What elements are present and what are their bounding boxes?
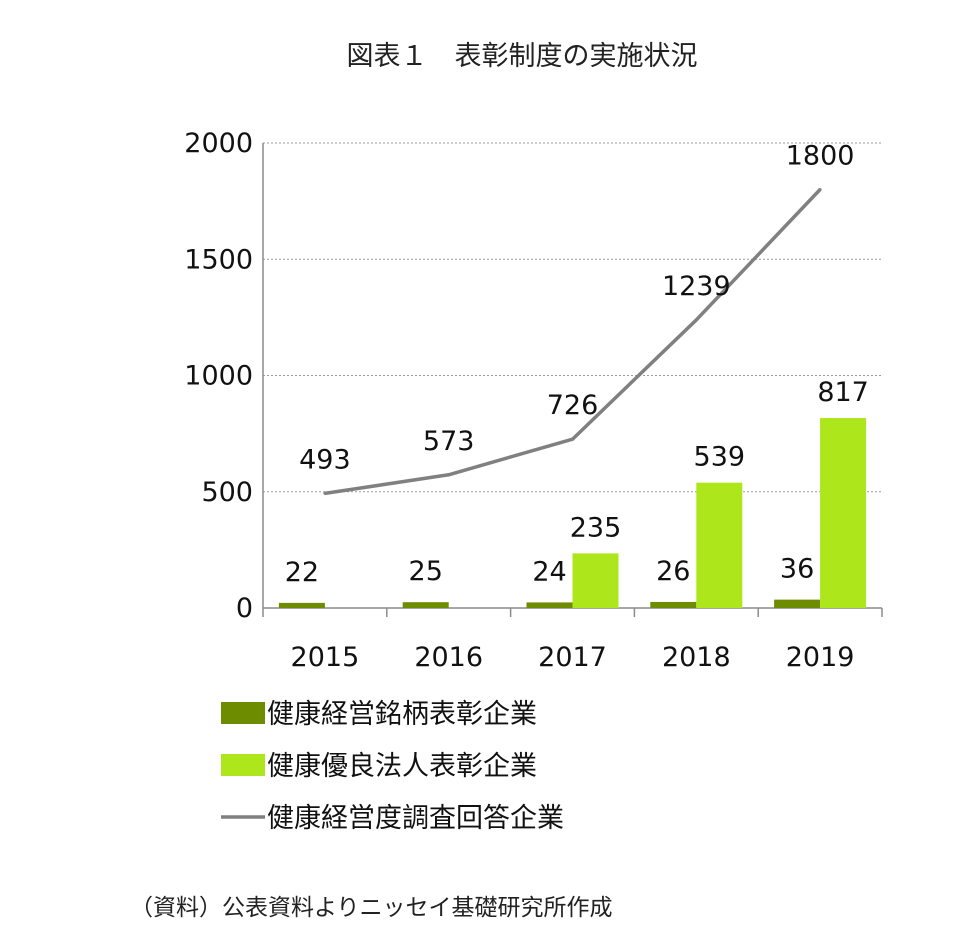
data-label: 1239	[662, 271, 731, 302]
line-point	[571, 437, 574, 441]
legend-swatch	[221, 702, 265, 724]
axes: 0 500 1000 1500 2000 2015 2016 2017 2018 2019	[184, 128, 883, 673]
data-label: 573	[423, 426, 475, 457]
y-tick-label: 0	[236, 593, 253, 624]
x-tick-label: 2017	[538, 642, 607, 673]
x-tick-label: 2015	[291, 642, 360, 673]
legend-label: 健康経営銘柄表彰企業	[267, 699, 537, 730]
x-tick-label: 2019	[786, 642, 855, 673]
chart-title: 図表１ 表彰制度の実施状況	[347, 41, 698, 72]
data-label: 24	[532, 556, 566, 587]
data-label: 539	[694, 442, 746, 473]
data-label: 36	[780, 554, 814, 585]
bar-yuryo	[820, 418, 867, 608]
source-note: （資料）公表資料よりニッセイ基礎研究所作成	[130, 895, 613, 921]
line-point	[694, 318, 698, 322]
y-tick-label: 500	[201, 477, 253, 508]
legend-label: 健康優良法人表彰企業	[267, 751, 537, 782]
line-series	[323, 188, 822, 496]
bar-meigara	[402, 602, 449, 608]
y-tick-label: 1500	[184, 244, 253, 275]
legend-swatch	[221, 754, 265, 776]
line-kaito	[324, 188, 822, 496]
data-label: 493	[299, 444, 351, 475]
x-tick-label: 2018	[662, 642, 731, 673]
data-label: 26	[656, 556, 690, 587]
gridlines	[263, 142, 882, 493]
y-tick-label: 2000	[184, 128, 253, 159]
data-label: 25	[409, 556, 443, 587]
line-point	[323, 491, 327, 495]
bar-meigara	[774, 599, 821, 608]
data-label: 235	[570, 512, 622, 543]
data-label: 726	[547, 390, 599, 421]
legend-label: 健康経営度調査回答企業	[267, 803, 564, 834]
bars	[278, 418, 867, 608]
bar-yuryo	[572, 553, 619, 608]
bar-yuryo	[696, 482, 743, 608]
data-label: 22	[285, 557, 319, 588]
data-label: 817	[817, 377, 869, 408]
bar-meigara	[650, 601, 697, 608]
data-label: 1800	[786, 141, 855, 172]
bar-meigara	[526, 602, 573, 608]
line-point	[447, 473, 451, 477]
x-tick-label: 2016	[414, 642, 483, 673]
bar-meigara	[278, 602, 325, 608]
line-point	[818, 188, 822, 191]
data-labels: 22 25 24 26 36 235 539 817 493 573 726 1239 1800	[285, 141, 869, 588]
y-tick-label: 1000	[184, 361, 253, 392]
